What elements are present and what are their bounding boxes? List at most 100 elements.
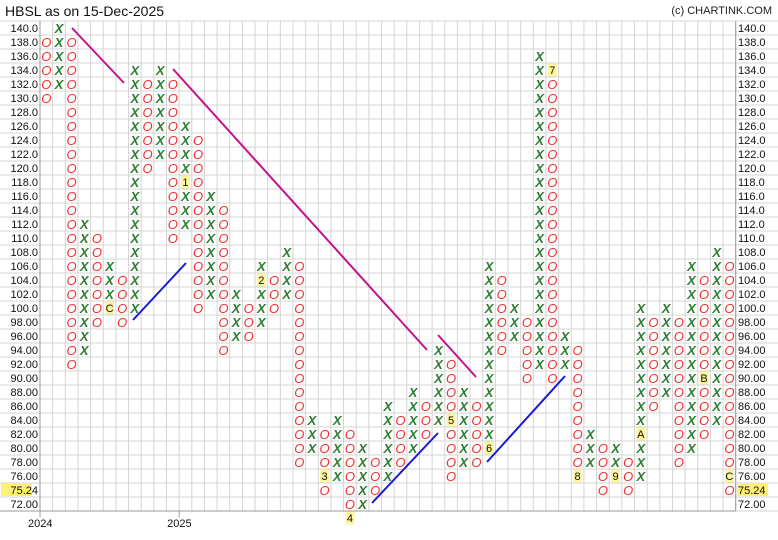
o-box: O xyxy=(218,231,228,246)
o-box: O xyxy=(471,399,481,414)
o-box: O xyxy=(345,455,355,470)
o-box: O xyxy=(547,329,557,344)
x-box: X xyxy=(534,133,545,148)
x-box: X xyxy=(155,147,166,162)
o-box: O xyxy=(92,259,102,274)
downtrend-line xyxy=(172,68,428,351)
o-box: O xyxy=(522,371,532,386)
o-box: O xyxy=(421,413,431,428)
o-box: O xyxy=(67,287,77,302)
price-label-right: 134.0 xyxy=(738,65,766,77)
o-box: O xyxy=(573,413,583,428)
month-marker-bg xyxy=(105,301,115,315)
o-box: O xyxy=(193,231,203,246)
x-box: X xyxy=(534,231,545,246)
x-box: X xyxy=(585,455,596,470)
x-box: X xyxy=(79,273,90,288)
price-label-left: 126.0 xyxy=(10,121,38,133)
o-box: O xyxy=(294,399,304,414)
o-box: O xyxy=(218,217,228,232)
x-box: X xyxy=(484,343,495,358)
x-box: X xyxy=(408,385,419,400)
month-marker: 8 xyxy=(575,471,581,483)
x-box: X xyxy=(130,245,141,260)
o-box: O xyxy=(117,273,127,288)
x-box: X xyxy=(534,217,545,232)
price-label-left: 122.0 xyxy=(10,149,38,161)
o-box: O xyxy=(345,483,355,498)
o-box: O xyxy=(522,357,532,372)
o-box: O xyxy=(547,259,557,274)
price-label-right: 90.00 xyxy=(738,373,766,385)
x-box: X xyxy=(610,441,621,456)
price-label-left: 106.0 xyxy=(10,261,38,273)
price-label-left: 128.0 xyxy=(10,107,38,119)
x-box: X xyxy=(484,427,495,442)
price-label-right: 136.0 xyxy=(738,51,766,63)
price-label-right: 130.0 xyxy=(738,93,766,105)
o-box: O xyxy=(724,427,734,442)
o-box: O xyxy=(699,287,709,302)
month-marker-bg xyxy=(573,469,583,483)
price-label-left: 112.0 xyxy=(11,219,38,231)
price-label-left: 130.0 xyxy=(10,93,38,105)
o-box: O xyxy=(294,441,304,456)
x-box: X xyxy=(484,287,495,302)
price-label-left: 72.00 xyxy=(10,499,38,511)
o-box: O xyxy=(674,371,684,386)
o-box: O xyxy=(598,441,608,456)
month-marker: B xyxy=(700,373,707,385)
month-marker: C xyxy=(106,303,114,315)
x-box: X xyxy=(686,441,697,456)
x-box: X xyxy=(130,287,141,302)
o-box: O xyxy=(67,245,77,260)
price-label-right: 106.0 xyxy=(738,261,766,273)
o-box: O xyxy=(547,217,557,232)
price-label-right: 80.00 xyxy=(738,443,766,455)
x-box: X xyxy=(635,469,646,484)
price-label-left: 138.0 xyxy=(10,37,38,49)
downtrend-line xyxy=(71,27,125,84)
x-box: X xyxy=(155,133,166,148)
month-marker: 7 xyxy=(549,65,555,77)
o-box: O xyxy=(699,427,709,442)
price-label-right: 98.00 xyxy=(738,317,766,329)
x-box: X xyxy=(332,469,343,484)
price-label-right: 82.00 xyxy=(738,429,766,441)
x-box: X xyxy=(79,217,90,232)
x-box: X xyxy=(180,147,191,162)
o-box: O xyxy=(724,315,734,330)
o-box: O xyxy=(168,203,178,218)
o-box: O xyxy=(724,455,734,470)
o-box: O xyxy=(446,455,456,470)
o-box: O xyxy=(547,147,557,162)
o-box: O xyxy=(67,273,77,288)
x-box: X xyxy=(383,441,394,456)
x-box: X xyxy=(79,287,90,302)
o-box: O xyxy=(67,91,77,106)
o-box: O xyxy=(547,189,557,204)
o-box: O xyxy=(193,147,203,162)
o-box: O xyxy=(674,315,684,330)
o-box: O xyxy=(547,301,557,316)
price-label-left: 96.00 xyxy=(10,331,38,343)
x-box: X xyxy=(231,301,242,316)
o-box: O xyxy=(320,441,330,456)
o-box: O xyxy=(395,455,405,470)
x-box: X xyxy=(534,105,545,120)
x-box: X xyxy=(54,77,65,92)
x-box: X xyxy=(534,119,545,134)
x-box: X xyxy=(661,371,672,386)
o-box: O xyxy=(497,287,507,302)
x-box: X xyxy=(534,245,545,260)
o-box: O xyxy=(117,315,127,330)
o-box: O xyxy=(168,217,178,232)
price-label-left: 88.00 xyxy=(10,387,38,399)
price-label-right: 108.0 xyxy=(738,247,766,259)
o-box: O xyxy=(294,287,304,302)
o-box: O xyxy=(67,161,77,176)
x-box: X xyxy=(711,399,722,414)
x-box: X xyxy=(711,413,722,428)
o-box: O xyxy=(471,413,481,428)
o-box: O xyxy=(218,245,228,260)
